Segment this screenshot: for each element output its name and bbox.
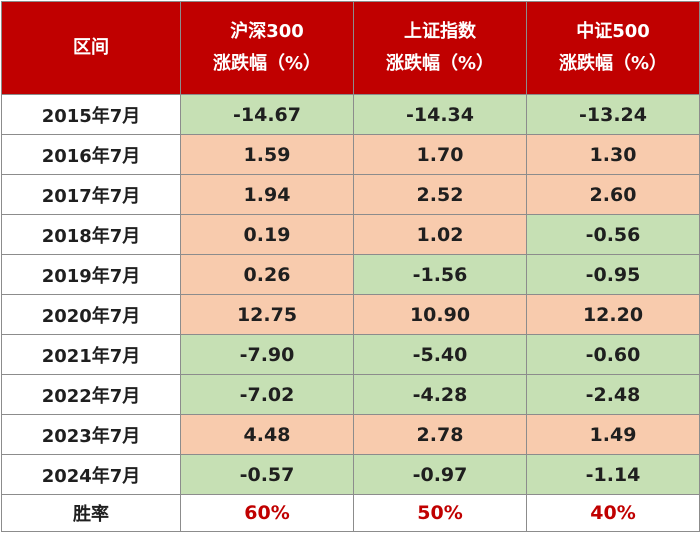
return-cell: 12.20 — [526, 294, 700, 335]
table-body: 2015年7月 -14.67 -14.34 -13.24 2016年7月 1.59 1.70… — [1, 94, 700, 532]
return-cell: -4.28 — [353, 374, 527, 415]
return-cell: -0.57 — [180, 454, 354, 495]
row-period-label: 2018年7月 — [1, 214, 181, 255]
return-cell: 0.19 — [180, 214, 354, 255]
row-period-label: 2022年7月 — [1, 374, 181, 415]
header-col-2: 中证500 涨跌幅（%） — [526, 1, 700, 95]
return-cell: 1.49 — [526, 414, 700, 455]
table-row: 2024年7月 -0.57 -0.97 -1.14 — [1, 454, 700, 495]
row-period-label: 2015年7月 — [1, 94, 181, 135]
header-col-1-line1: 上证指数 — [404, 21, 476, 42]
header-col-0-line1: 沪深300 — [230, 21, 304, 42]
header-col-1-line2: 涨跌幅（%） — [385, 53, 495, 74]
header-row: 区间 沪深300 涨跌幅（%） 上证指数 涨跌幅（%） 中证500 涨跌幅（%） — [1, 1, 700, 95]
return-cell: -0.60 — [526, 334, 700, 375]
header-col-2-line1: 中证500 — [576, 21, 650, 42]
row-period-label: 2017年7月 — [1, 174, 181, 215]
table-row: 2023年7月 4.48 2.78 1.49 — [1, 414, 700, 455]
header-col-0-line2: 涨跌幅（%） — [212, 53, 322, 74]
table-row: 2019年7月 0.26 -1.56 -0.95 — [1, 254, 700, 295]
table-row: 2017年7月 1.94 2.52 2.60 — [1, 174, 700, 215]
row-period-label: 2024年7月 — [1, 454, 181, 495]
header-col-1: 上证指数 涨跌幅（%） — [353, 1, 527, 95]
return-cell: -0.56 — [526, 214, 700, 255]
return-cell: 1.02 — [353, 214, 527, 255]
table-row: 2018年7月 0.19 1.02 -0.56 — [1, 214, 700, 255]
table-row: 2016年7月 1.59 1.70 1.30 — [1, 134, 700, 175]
return-cell: -14.34 — [353, 94, 527, 135]
row-period-label: 2023年7月 — [1, 414, 181, 455]
return-cell: -7.90 — [180, 334, 354, 375]
return-cell: -0.95 — [526, 254, 700, 295]
return-cell: -5.40 — [353, 334, 527, 375]
return-cell: 4.48 — [180, 414, 354, 455]
win-rate-value: 60% — [180, 494, 354, 532]
row-period-label: 2021年7月 — [1, 334, 181, 375]
return-cell: 1.70 — [353, 134, 527, 175]
return-cell: -14.67 — [180, 94, 354, 135]
return-cell: 12.75 — [180, 294, 354, 335]
return-cell: -1.56 — [353, 254, 527, 295]
win-rate-row: 胜率 60% 50% 40% — [1, 494, 700, 532]
return-cell: 1.94 — [180, 174, 354, 215]
return-cell: 1.30 — [526, 134, 700, 175]
return-cell: 10.90 — [353, 294, 527, 335]
return-cell: 0.26 — [180, 254, 354, 295]
return-cell: -13.24 — [526, 94, 700, 135]
return-cell: 1.59 — [180, 134, 354, 175]
table-row: 2022年7月 -7.02 -4.28 -2.48 — [1, 374, 700, 415]
row-period-label: 2016年7月 — [1, 134, 181, 175]
return-cell: -0.97 — [353, 454, 527, 495]
return-cell: -2.48 — [526, 374, 700, 415]
win-rate-label: 胜率 — [1, 494, 181, 532]
header-col-0: 沪深300 涨跌幅（%） — [180, 1, 354, 95]
row-period-label: 2020年7月 — [1, 294, 181, 335]
header-col-2-line2: 涨跌幅（%） — [558, 53, 668, 74]
header-period: 区间 — [1, 1, 181, 95]
return-cell: 2.60 — [526, 174, 700, 215]
table-row: 2021年7月 -7.90 -5.40 -0.60 — [1, 334, 700, 375]
return-cell: -1.14 — [526, 454, 700, 495]
table-row: 2020年7月 12.75 10.90 12.20 — [1, 294, 700, 335]
return-cell: 2.52 — [353, 174, 527, 215]
row-period-label: 2019年7月 — [1, 254, 181, 295]
return-cell: -7.02 — [180, 374, 354, 415]
win-rate-value: 40% — [526, 494, 700, 532]
return-cell: 2.78 — [353, 414, 527, 455]
table-row: 2015年7月 -14.67 -14.34 -13.24 — [1, 94, 700, 135]
win-rate-value: 50% — [353, 494, 527, 532]
